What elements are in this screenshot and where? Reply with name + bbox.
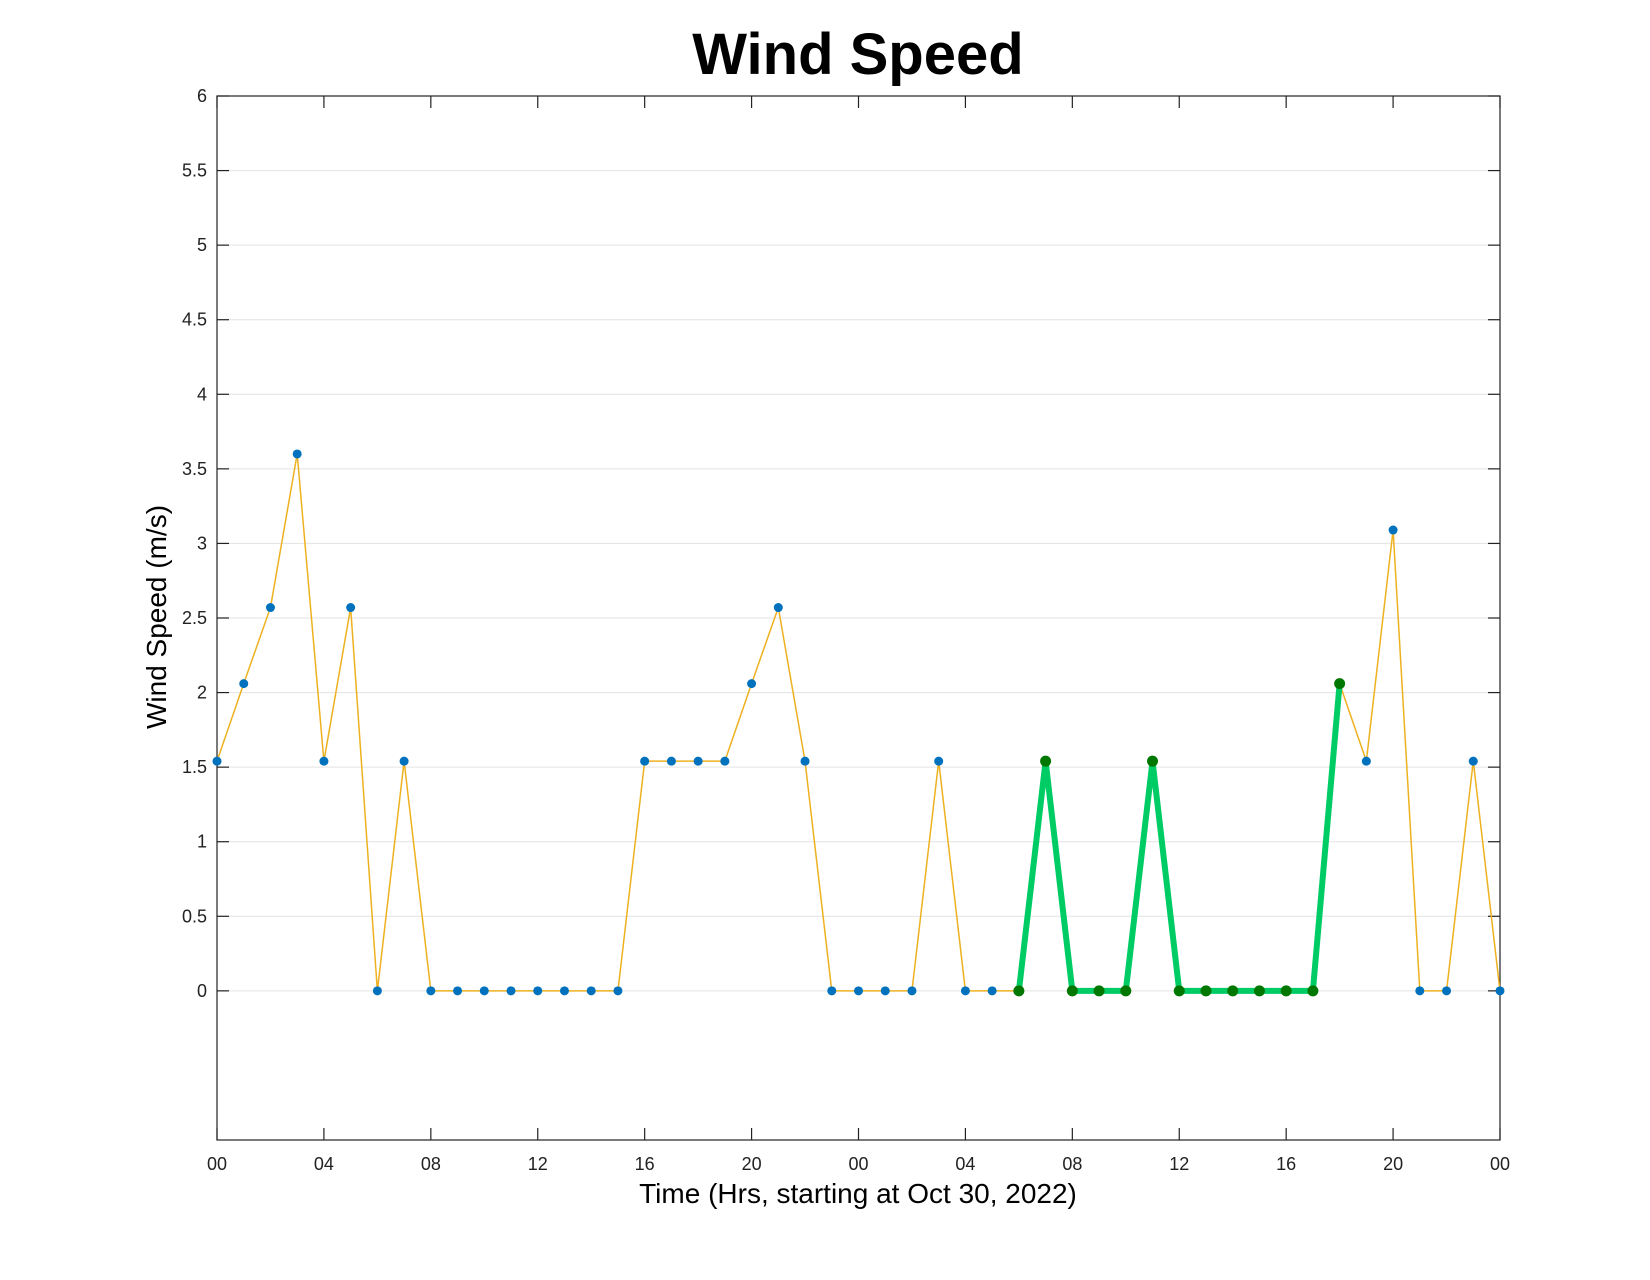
series-1-point xyxy=(319,756,329,766)
series-1-point xyxy=(720,756,730,766)
plot-axes xyxy=(216,95,1501,1141)
grid-lines xyxy=(217,95,1500,992)
y-tick-label: 1.5 xyxy=(182,757,207,777)
y-tick-label: 3 xyxy=(197,533,207,553)
series-1-line xyxy=(216,453,1501,992)
series-1-point xyxy=(346,603,356,613)
series-2-line xyxy=(1015,680,1343,994)
series-2-point xyxy=(1173,985,1185,997)
series-1-point xyxy=(640,756,650,766)
y-tick-label: 0.5 xyxy=(182,906,207,926)
x-tick-label: 20 xyxy=(742,1154,762,1174)
series-1-point xyxy=(1415,986,1425,996)
series-2-point xyxy=(1147,755,1159,767)
y-tick-label: 5.5 xyxy=(182,161,207,181)
series-1-point xyxy=(533,986,543,996)
y-tick-label: 6 xyxy=(197,86,207,106)
y-tick-label: 5 xyxy=(197,235,207,255)
x-tick-label: 00 xyxy=(848,1154,868,1174)
series-1-point xyxy=(827,986,837,996)
series-1-point xyxy=(506,986,516,996)
series-1-point xyxy=(613,986,623,996)
x-tick-label: 04 xyxy=(955,1154,975,1174)
series-1-point xyxy=(212,756,222,766)
series-1-point xyxy=(666,756,676,766)
series-1-point xyxy=(800,756,810,766)
series-1-point xyxy=(586,986,596,996)
series-1-point xyxy=(1361,756,1371,766)
series-2-point xyxy=(1253,985,1265,997)
series-1-point xyxy=(426,986,436,996)
y-tick-label: 2 xyxy=(197,683,207,703)
series-2 xyxy=(1013,678,1346,997)
y-tick-label: 4.5 xyxy=(182,310,207,330)
x-tick-label: 16 xyxy=(635,1154,655,1174)
y-tick-label: 3.5 xyxy=(182,459,207,479)
series-1-point xyxy=(747,679,757,689)
series-1-point xyxy=(239,679,249,689)
series-2-point xyxy=(1040,755,1052,767)
series-2-point xyxy=(1066,985,1078,997)
series-1-point xyxy=(907,986,917,996)
x-tick-label: 12 xyxy=(1169,1154,1189,1174)
series-2-point xyxy=(1334,678,1346,690)
series-1 xyxy=(212,449,1505,996)
x-tick-label: 20 xyxy=(1383,1154,1403,1174)
series-1-point xyxy=(934,756,944,766)
series-1-point xyxy=(1468,756,1478,766)
series-2-point xyxy=(1120,985,1132,997)
series-1-point xyxy=(292,449,302,459)
series-1-point xyxy=(453,986,463,996)
y-tick-label: 2.5 xyxy=(182,608,207,628)
series-2-point xyxy=(1093,985,1105,997)
series-1-point xyxy=(1388,525,1398,535)
y-tick-label: 1 xyxy=(197,832,207,852)
x-tick-label: 08 xyxy=(421,1154,441,1174)
tick-labels: 0 0.5 1 1.5 2 2.5 3 3.5 4 4.5 5 5.5 6 00 04 08 12 16 20 00 0… xyxy=(182,86,1510,1174)
x-axis-label: Time (Hrs, starting at Oct 30, 2022) xyxy=(639,1178,1077,1209)
series-1-point xyxy=(693,756,703,766)
series-1-point xyxy=(399,756,409,766)
x-tick-label: 00 xyxy=(207,1154,227,1174)
series-2-point xyxy=(1280,985,1292,997)
series-1-point xyxy=(479,986,489,996)
series-1-point xyxy=(1442,986,1452,996)
series-1-point xyxy=(880,986,890,996)
y-axis-label: Wind Speed (m/s) xyxy=(141,505,172,729)
series-2-point xyxy=(1227,985,1239,997)
y-tick-label: 4 xyxy=(197,384,207,404)
series-layer xyxy=(212,449,1505,997)
series-1-point xyxy=(960,986,970,996)
series-2-point xyxy=(1013,985,1025,997)
series-2-point xyxy=(1307,985,1319,997)
series-1-point xyxy=(265,603,275,613)
x-tick-label: 00 xyxy=(1490,1154,1510,1174)
y-tick-label: 0 xyxy=(197,981,207,1001)
series-1-point xyxy=(854,986,863,996)
series-1-point xyxy=(773,603,783,613)
series-1-point xyxy=(559,986,569,996)
x-tick-label: 12 xyxy=(528,1154,548,1174)
series-1-point xyxy=(372,986,382,996)
x-tick-label: 04 xyxy=(314,1154,334,1174)
series-2-point xyxy=(1200,985,1212,997)
series-1-point xyxy=(1495,986,1505,996)
chart-title: Wind Speed xyxy=(692,22,1023,87)
x-tick-label: 08 xyxy=(1062,1154,1082,1174)
series-1-point xyxy=(987,986,997,996)
x-tick-label: 16 xyxy=(1276,1154,1296,1174)
